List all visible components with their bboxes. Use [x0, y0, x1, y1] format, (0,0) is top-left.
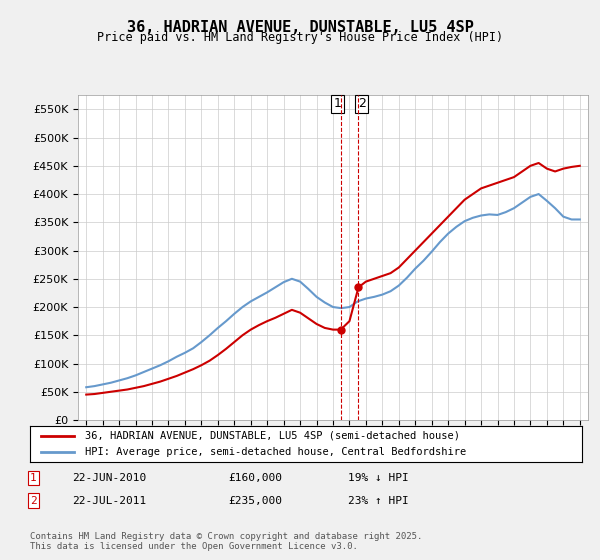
- Text: £235,000: £235,000: [228, 496, 282, 506]
- Text: 23% ↑ HPI: 23% ↑ HPI: [348, 496, 409, 506]
- Text: £160,000: £160,000: [228, 473, 282, 483]
- Text: HPI: Average price, semi-detached house, Central Bedfordshire: HPI: Average price, semi-detached house,…: [85, 447, 466, 457]
- Text: 2: 2: [358, 97, 366, 110]
- Text: Price paid vs. HM Land Registry's House Price Index (HPI): Price paid vs. HM Land Registry's House …: [97, 31, 503, 44]
- Text: 36, HADRIAN AVENUE, DUNSTABLE, LU5 4SP: 36, HADRIAN AVENUE, DUNSTABLE, LU5 4SP: [127, 20, 473, 35]
- Text: 22-JUN-2010: 22-JUN-2010: [72, 473, 146, 483]
- Text: 36, HADRIAN AVENUE, DUNSTABLE, LU5 4SP (semi-detached house): 36, HADRIAN AVENUE, DUNSTABLE, LU5 4SP (…: [85, 431, 460, 441]
- Text: Contains HM Land Registry data © Crown copyright and database right 2025.
This d: Contains HM Land Registry data © Crown c…: [30, 532, 422, 552]
- Text: 19% ↓ HPI: 19% ↓ HPI: [348, 473, 409, 483]
- Text: 2: 2: [30, 496, 37, 506]
- Text: 22-JUL-2011: 22-JUL-2011: [72, 496, 146, 506]
- Text: 1: 1: [30, 473, 37, 483]
- Text: 1: 1: [334, 97, 341, 110]
